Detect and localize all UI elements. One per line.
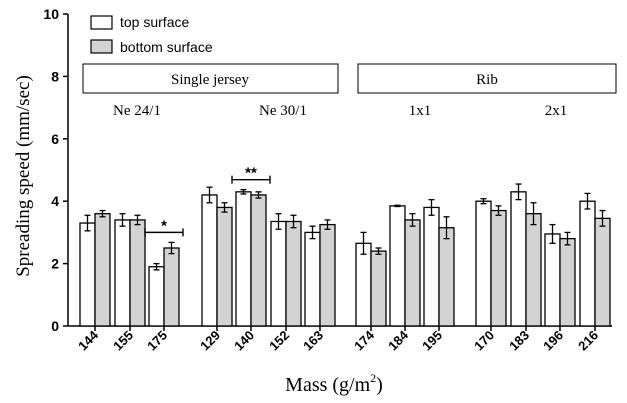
box-single-jersey — [82, 63, 339, 94]
legend-label-bottom-surface: bottom surface — [120, 39, 213, 55]
bar-top-surface — [79, 222, 96, 327]
x-tick-label: 183 — [506, 328, 532, 354]
x-tick-label: 175 — [144, 328, 170, 354]
y-tick-label: 4 — [51, 193, 59, 209]
bar-top-surface — [423, 206, 440, 327]
bar-bottom-surface — [285, 220, 302, 327]
bar-bottom-surface — [250, 194, 267, 327]
annotations: *** — [144, 165, 271, 237]
bar-bottom-surface — [94, 213, 111, 327]
group-label-2x1: 2x1 — [545, 103, 568, 119]
x-axis-label-main: Mass (g/m — [285, 374, 370, 396]
y-tick-label: 2 — [51, 256, 59, 272]
bar-bottom-surface — [490, 209, 507, 327]
error-bars — [84, 183, 606, 271]
bar-bottom-surface — [129, 219, 146, 327]
bar-top-surface — [355, 242, 372, 327]
bar-bottom-surface — [525, 213, 542, 327]
y-tick-label: 6 — [51, 131, 59, 147]
legend-swatch-top-surface — [90, 15, 113, 30]
x-tick-label: 196 — [540, 328, 566, 354]
bar-top-surface — [510, 191, 527, 327]
bar-top-surface — [148, 266, 165, 327]
group-labels: Ne 24/1 Ne 30/1 1x1 2x1 — [113, 103, 567, 119]
y-axis-label: Spreading speed (mm/sec) — [13, 75, 34, 277]
x-axis-label-sup: 2 — [370, 371, 376, 385]
group-label-ne30: Ne 30/1 — [259, 103, 307, 119]
box-label-single-jersey: Single jersey — [171, 72, 249, 88]
significance-label: ** — [245, 165, 257, 182]
bar-bottom-surface — [404, 219, 421, 327]
x-axis-label: Mass (g/m2) — [285, 371, 383, 396]
bar-top-surface — [544, 233, 561, 327]
y-tick-label: 0 — [51, 318, 59, 334]
bar-top-surface — [114, 219, 131, 327]
box-rib — [357, 63, 617, 94]
group-label-1x1: 1x1 — [409, 103, 432, 119]
y-tick-label: 8 — [51, 68, 59, 84]
legend: top surface bottom surface — [90, 14, 213, 55]
bar-top-surface — [201, 194, 218, 327]
x-tick-label: 163 — [300, 328, 326, 354]
bars — [79, 191, 611, 327]
bar-bottom-surface — [370, 250, 387, 327]
x-axis-label-end: ) — [376, 374, 383, 396]
x-tick-label: 184 — [385, 327, 411, 353]
bar-bottom-surface — [438, 227, 455, 327]
bar-bottom-surface — [594, 217, 611, 327]
bar-bottom-surface — [163, 247, 180, 327]
x-tick-label: 129 — [197, 328, 223, 354]
bar-top-surface — [389, 205, 406, 327]
legend-swatch-bottom-surface — [90, 39, 113, 54]
significance-label: * — [161, 217, 167, 234]
bar-bottom-surface — [319, 223, 336, 327]
bar-bottom-surface — [216, 206, 233, 327]
bar-top-surface — [235, 191, 252, 327]
x-tick-label: 170 — [471, 328, 497, 354]
bar-bottom-surface — [559, 237, 576, 327]
fabric-type-boxes: Single jersey Rib — [82, 63, 617, 94]
x-tick-label: 152 — [266, 328, 292, 354]
bar-top-surface — [270, 220, 287, 327]
bar-top-surface — [304, 231, 321, 327]
group-label-ne24: Ne 24/1 — [113, 103, 161, 119]
box-label-rib: Rib — [476, 72, 498, 88]
x-tick-label: 174 — [351, 327, 377, 353]
x-tick-label: 140 — [231, 328, 257, 354]
x-tick-label: 144 — [75, 327, 101, 353]
x-tick-label: 195 — [419, 328, 445, 354]
bar-top-surface — [475, 200, 492, 327]
x-tick-label: 216 — [575, 328, 601, 354]
x-tick-label: 155 — [110, 328, 136, 354]
y-tick-label: 10 — [43, 6, 59, 22]
bar-top-surface — [579, 200, 596, 327]
legend-label-top-surface: top surface — [120, 14, 189, 30]
